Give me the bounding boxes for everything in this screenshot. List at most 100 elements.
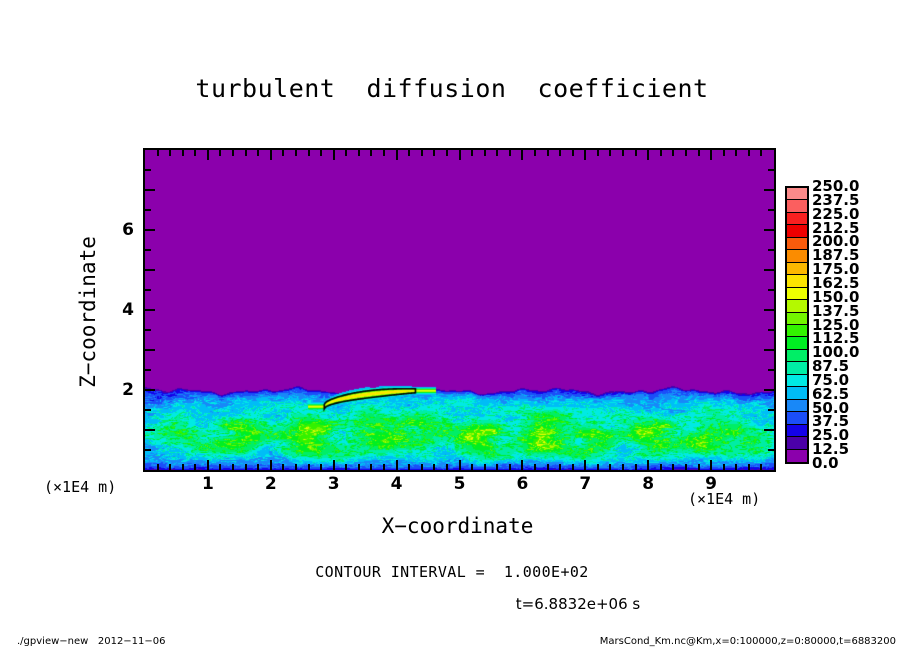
tick-mark — [320, 464, 323, 470]
tick-mark — [768, 329, 774, 331]
tick-mark — [145, 189, 155, 191]
tick-mark — [697, 464, 700, 470]
tick-mark — [232, 150, 235, 156]
tick-mark — [194, 464, 197, 470]
tick-mark — [383, 150, 386, 156]
tick-mark — [496, 464, 499, 470]
colorbar-label: 250.0 — [812, 177, 860, 195]
tick-mark — [282, 150, 285, 156]
tick-mark — [710, 460, 713, 470]
tick-mark — [169, 150, 172, 156]
colorbar-label: 175.0 — [812, 260, 860, 279]
tick-mark — [345, 150, 348, 156]
tick-mark — [747, 464, 750, 470]
tick-mark — [764, 189, 774, 191]
x-tick-label: 3 — [327, 474, 340, 494]
tick-mark — [546, 150, 549, 156]
tick-mark — [483, 150, 486, 156]
tick-mark — [521, 150, 524, 160]
tick-mark — [584, 150, 587, 160]
tick-mark — [760, 464, 763, 470]
tick-mark — [546, 464, 549, 470]
colorbar — [785, 186, 809, 464]
tick-mark — [433, 464, 436, 470]
tick-mark — [659, 464, 662, 470]
tick-mark — [609, 464, 612, 470]
tick-mark — [169, 464, 172, 470]
tick-mark — [559, 464, 562, 470]
tick-mark — [672, 150, 675, 156]
colorbar-band — [787, 237, 807, 251]
tick-mark — [357, 150, 360, 156]
tick-mark — [764, 389, 774, 391]
colorbar-band — [787, 250, 807, 263]
footer-source: MarsCond_Km.nc@Km,x=0:100000,z=0:80000,t… — [599, 636, 896, 647]
tick-mark — [764, 229, 774, 231]
tick-mark — [294, 150, 297, 156]
tick-mark — [420, 464, 423, 470]
tick-mark — [145, 449, 151, 451]
page-title: turbulent diffusion coefficient — [195, 74, 709, 103]
colorbar-label: 137.5 — [812, 301, 860, 320]
tick-mark — [533, 464, 536, 470]
tick-mark — [634, 464, 637, 470]
y-axis-title: Z−coordinate — [76, 236, 100, 388]
tick-mark — [370, 150, 373, 156]
tick-mark — [471, 464, 474, 470]
tick-mark — [244, 150, 247, 156]
tick-mark — [206, 460, 209, 470]
y-axis-unit-label: (×1E4 m) — [44, 478, 117, 496]
tick-mark — [357, 464, 360, 470]
tick-mark — [445, 464, 448, 470]
tick-mark — [145, 409, 151, 411]
colorbar-label: 25.0 — [812, 426, 850, 445]
colorbar-band — [787, 300, 807, 313]
tick-mark — [145, 229, 155, 231]
tick-mark — [634, 150, 637, 156]
y-tick-label: 2 — [122, 380, 134, 400]
tick-mark — [647, 460, 650, 470]
tick-mark — [244, 464, 247, 470]
colorbar-band — [787, 449, 807, 462]
tick-mark — [370, 464, 373, 470]
tick-mark — [768, 409, 774, 411]
tick-mark — [684, 150, 687, 156]
tick-mark — [764, 429, 774, 431]
tick-mark — [445, 150, 448, 156]
tick-mark — [320, 150, 323, 156]
tick-mark — [584, 460, 587, 470]
colorbar-band — [787, 312, 807, 325]
tick-mark — [307, 150, 310, 156]
tick-mark — [145, 289, 151, 291]
y-tick-label: 4 — [122, 300, 134, 320]
tick-mark — [496, 150, 499, 156]
tick-mark — [145, 169, 151, 171]
colorbar-band — [787, 374, 807, 388]
tick-mark — [471, 150, 474, 156]
tick-mark — [145, 269, 155, 271]
x-tick-label: 6 — [516, 474, 529, 494]
colorbar-band — [787, 212, 807, 226]
colorbar-band — [787, 188, 807, 201]
tick-mark — [571, 464, 574, 470]
colorbar-band — [787, 287, 807, 301]
tick-mark — [257, 150, 260, 156]
tick-mark — [622, 150, 625, 156]
tick-mark — [395, 150, 398, 160]
colorbar-label: 100.0 — [812, 343, 860, 362]
tick-mark — [145, 329, 151, 331]
colorbar-label: 112.5 — [812, 329, 860, 348]
colorbar-tick-labels: 250.0 237.5 225.0 212.5 200.0 187.5 175.0 162.5… — [812, 177, 892, 476]
tick-mark — [145, 349, 155, 351]
colorbar-band — [787, 200, 807, 213]
colorbar-band — [787, 262, 807, 276]
colorbar-label: 62.5 — [812, 384, 850, 403]
tick-mark — [420, 150, 423, 156]
tick-mark — [764, 269, 774, 271]
tick-mark — [395, 460, 398, 470]
tick-mark — [282, 464, 285, 470]
colorbar-label: 0.0 — [812, 454, 839, 472]
tick-mark — [332, 460, 335, 470]
tick-mark — [269, 460, 272, 470]
